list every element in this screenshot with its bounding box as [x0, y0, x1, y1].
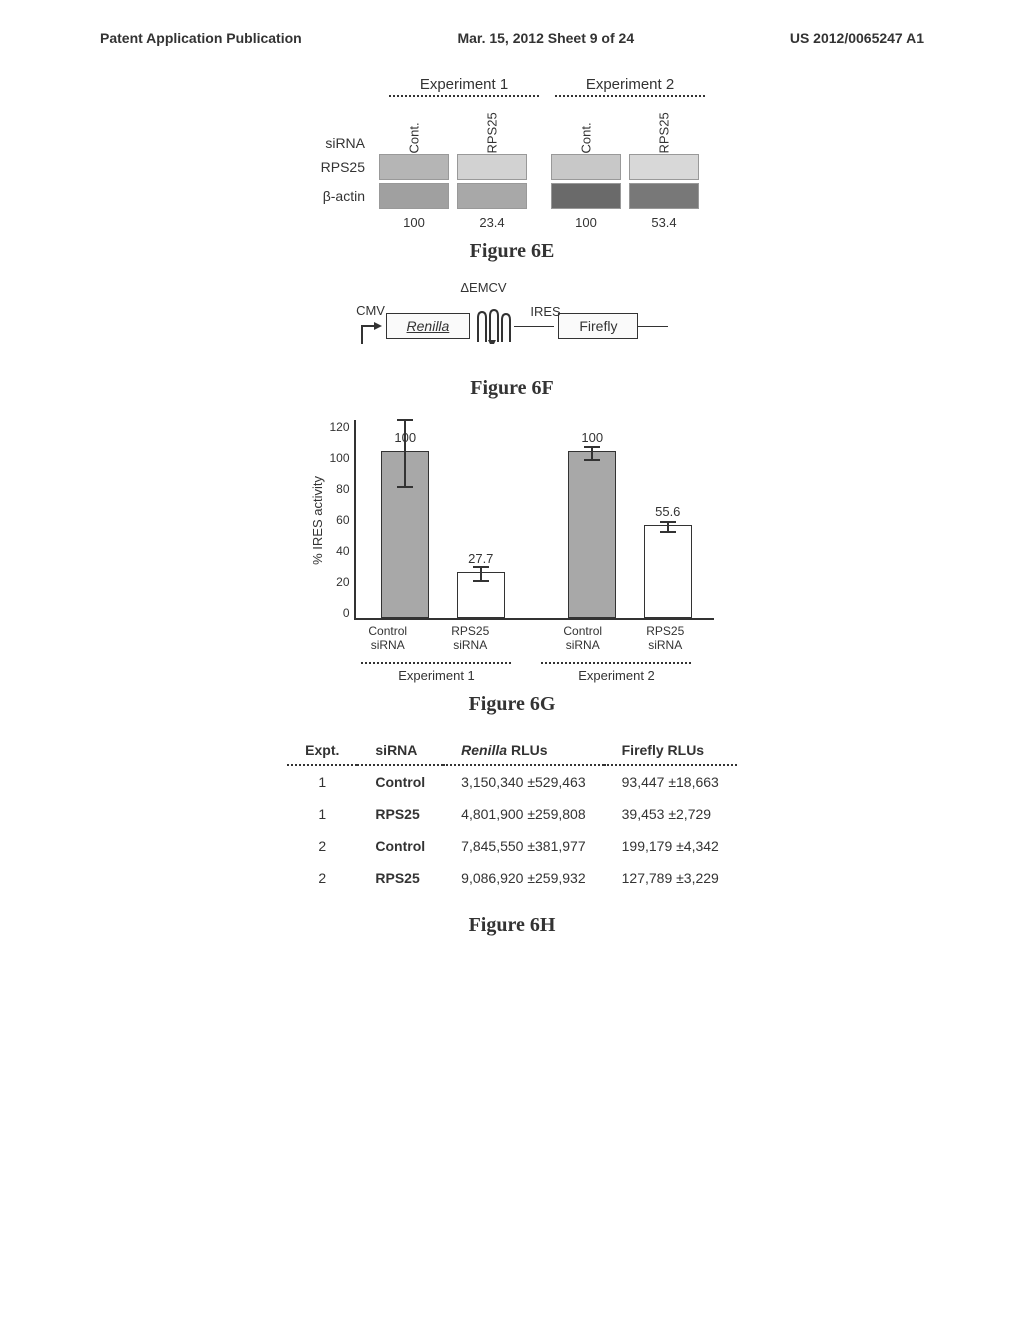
- figure-6e: Experiment 1 Experiment 2 siRNA Cont. RP…: [140, 76, 884, 263]
- bar-exp1-control: 100: [381, 451, 429, 618]
- table-cell: 93,447 ±18,663: [604, 765, 737, 798]
- table-cell: 2: [287, 862, 357, 894]
- x-tick-label: ControlsiRNA: [553, 624, 613, 652]
- bar-exp2-rps25: 55.6: [644, 525, 692, 618]
- bar-value-label: 100: [581, 430, 603, 445]
- blot-band: [457, 154, 527, 180]
- table-cell: 1: [287, 798, 357, 830]
- blot-band: [551, 183, 621, 209]
- rps25-row-label: RPS25: [305, 159, 375, 175]
- blot-value: 53.4: [629, 215, 699, 230]
- figure-6f: CMV Renilla ΔEMCV IRES Firefly: [140, 283, 884, 400]
- exp2-label: Experiment 2: [555, 76, 705, 97]
- figure-6e-caption: Figure 6E: [140, 240, 884, 263]
- blot-band: [629, 154, 699, 180]
- table-cell: 3,150,340 ±529,463: [443, 765, 603, 798]
- header-left: Patent Application Publication: [100, 30, 302, 46]
- rlu-table: Expt. siRNA Renilla RLUs Firefly RLUs 1C…: [287, 736, 737, 894]
- bar-exp1-rps25: 27.7: [457, 572, 505, 618]
- blot-band: [379, 154, 449, 180]
- col-sirna: siRNA: [357, 736, 443, 765]
- chart-exp1-label: Experiment 1: [361, 662, 511, 683]
- x-tick-label: RPS25siRNA: [635, 624, 695, 652]
- figure-6g-caption: Figure 6G: [140, 693, 884, 716]
- table-cell: 4,801,900 ±259,808: [443, 798, 603, 830]
- col-renilla: Renilla RLUs: [443, 736, 603, 765]
- blot-band: [551, 154, 621, 180]
- bar-exp2-control: 100: [568, 451, 616, 618]
- col-firefly: Firefly RLUs: [604, 736, 737, 765]
- firefly-box: Firefly: [558, 313, 638, 339]
- table-cell: 2: [287, 830, 357, 862]
- table-row: 1Control3,150,340 ±529,46393,447 ±18,663: [287, 765, 737, 798]
- table-cell: 1: [287, 765, 357, 798]
- bar-value-label: 27.7: [468, 551, 493, 566]
- blot-value: 100: [551, 215, 621, 230]
- cmv-promoter: CMV: [356, 303, 386, 349]
- blot-band: [379, 183, 449, 209]
- figure-6g: % IRES activity 120 100 80 60 40 20 0 10…: [140, 420, 884, 716]
- figure-6h-caption: Figure 6H: [140, 914, 884, 937]
- table-cell: Control: [357, 830, 443, 862]
- blot-band: [457, 183, 527, 209]
- exp1-label: Experiment 1: [389, 76, 539, 97]
- y-axis-label: % IRES activity: [310, 476, 325, 565]
- table-cell: Control: [357, 765, 443, 798]
- col-expt: Expt.: [287, 736, 357, 765]
- bactin-row-label: β-actin: [305, 188, 375, 204]
- bar-value-label: 55.6: [655, 504, 680, 519]
- chart-exp2-label: Experiment 2: [541, 662, 691, 683]
- sirna-label: siRNA: [305, 135, 375, 151]
- table-cell: RPS25: [357, 862, 443, 894]
- table-cell: 9,086,920 ±259,932: [443, 862, 603, 894]
- table-cell: 39,453 ±2,729: [604, 798, 737, 830]
- blot-value: 23.4: [457, 215, 527, 230]
- table-row: 2RPS259,086,920 ±259,932127,789 ±3,229: [287, 862, 737, 894]
- header-center: Mar. 15, 2012 Sheet 9 of 24: [457, 30, 634, 46]
- page-header: Patent Application Publication Mar. 15, …: [0, 0, 1024, 56]
- table-cell: 7,845,550 ±381,977: [443, 830, 603, 862]
- ires-hairpin: ΔEMCV IRES: [470, 308, 510, 344]
- renilla-box: Renilla: [386, 313, 471, 339]
- blot-value: 100: [379, 215, 449, 230]
- hairpin-icon: [470, 308, 514, 344]
- table-row: 2Control7,845,550 ±381,977199,179 ±4,342: [287, 830, 737, 862]
- blot-band: [629, 183, 699, 209]
- table-cell: RPS25: [357, 798, 443, 830]
- promoter-arrow-icon: [356, 318, 386, 346]
- y-ticks: 120 100 80 60 40 20 0: [329, 420, 353, 620]
- figure-6h: Expt. siRNA Renilla RLUs Firefly RLUs 1C…: [140, 736, 884, 937]
- bar-plot: 100 27.7 100 55.6: [354, 420, 714, 620]
- x-tick-label: RPS25siRNA: [440, 624, 500, 652]
- header-right: US 2012/0065247 A1: [790, 30, 924, 46]
- figure-6f-caption: Figure 6F: [140, 377, 884, 400]
- table-cell: 127,789 ±3,229: [604, 862, 737, 894]
- table-cell: 199,179 ±4,342: [604, 830, 737, 862]
- x-tick-label: ControlsiRNA: [358, 624, 418, 652]
- table-row: 1RPS254,801,900 ±259,80839,453 ±2,729: [287, 798, 737, 830]
- x-axis-labels: ControlsiRNA RPS25siRNA ControlsiRNA RPS25s…: [346, 624, 706, 652]
